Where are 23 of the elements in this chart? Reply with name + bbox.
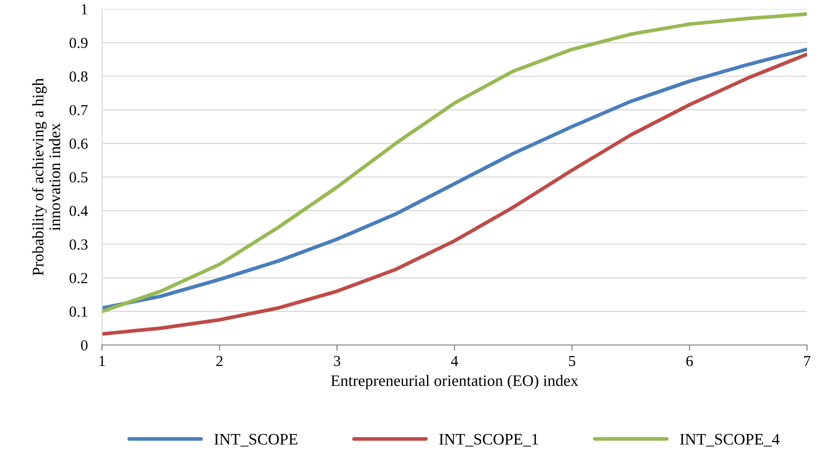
y-tick-label: 0.1	[70, 306, 88, 317]
legend-label: INT_SCOPE_4	[680, 434, 780, 447]
x-tick-label: 5	[569, 356, 576, 366]
legend-label: INT_SCOPE	[214, 434, 298, 447]
y-tick-label: 0.3	[70, 239, 88, 250]
y-tick-label: 0.5	[70, 172, 88, 183]
y-tick-label: 0.6	[70, 138, 88, 149]
y-tick-label: 0.2	[70, 272, 88, 284]
y-tick-label: 0.7	[70, 104, 88, 116]
x-tick-label: 7	[804, 356, 810, 366]
x-tick-label: 1	[100, 356, 105, 366]
y-tick-label: 0.8	[70, 71, 88, 82]
x-axis-title: Entrepreneurial orientation (EO) index	[331, 374, 578, 390]
x-tick-label: 4	[450, 356, 458, 366]
legend-label: INT_SCOPE_1	[439, 434, 538, 447]
x-tick-label: 3	[334, 356, 340, 366]
x-tick-label: 2	[216, 356, 222, 366]
y-tick-label: 0.4	[70, 206, 88, 216]
y-tick-label: 0	[81, 340, 88, 350]
y-axis-title: Probability of achieving a high innovation index	[32, 78, 60, 276]
y-tick-label: 1	[82, 4, 88, 14]
y-tick-label: 0.9	[70, 38, 88, 48]
x-tick-label: 6	[686, 356, 693, 366]
